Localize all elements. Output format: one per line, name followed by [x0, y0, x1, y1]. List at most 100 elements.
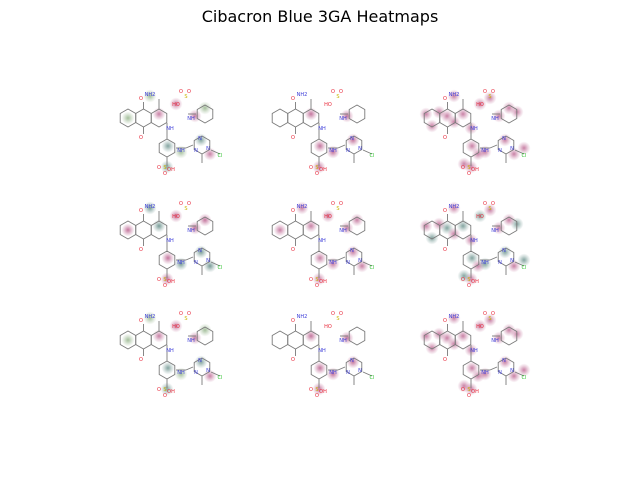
- molecule-skeleton: [119, 99, 221, 166]
- atom-label: O: [291, 208, 295, 214]
- atom-label: S: [184, 316, 187, 322]
- atom-label: O: [179, 201, 183, 207]
- atom-label: N: [206, 368, 210, 374]
- atom-label: O: [179, 89, 183, 95]
- atom-label: N: [346, 148, 350, 154]
- atom-label: HO: [324, 214, 332, 220]
- atom-label: N: [346, 370, 350, 376]
- atom-label: O: [443, 357, 447, 363]
- atom-label: HO: [476, 324, 484, 330]
- heat-blob: [498, 355, 512, 369]
- atom-label: N: [206, 258, 210, 264]
- atom-label: NH: [329, 370, 337, 376]
- atom-label: NH: [339, 228, 347, 234]
- heat-blob: [169, 209, 183, 223]
- heat-blob: [498, 133, 512, 147]
- heat-blob: [498, 245, 512, 259]
- figure-title: Cibacron Blue 3GA Heatmaps: [201, 7, 439, 26]
- atom-label: O: [187, 311, 191, 317]
- atom-label: N: [194, 370, 198, 376]
- atom-label: S: [163, 387, 166, 393]
- atom-label: N: [498, 148, 502, 154]
- atom-label: O: [291, 357, 295, 363]
- heat-blob: [321, 209, 335, 223]
- heatmap-panel: NH2 O O S O O HO NH NH N N N Cl NH S O OH O: [110, 290, 240, 400]
- atom-label: O: [291, 247, 295, 253]
- atom-label: O: [139, 318, 143, 324]
- atom-label: O: [443, 318, 447, 324]
- atom-label: S: [467, 165, 470, 171]
- atom-label: OH: [167, 167, 175, 173]
- heat-blob: [169, 97, 183, 111]
- heatmap-panel: NH2 O O S O O HO NH NH N N N Cl NH S O OH O: [262, 180, 392, 290]
- atom-label: O: [467, 393, 471, 399]
- atom-label: N: [198, 358, 202, 364]
- atom-label: HO: [476, 214, 484, 220]
- heat-blob: [160, 272, 174, 286]
- atom-label: S: [184, 206, 187, 212]
- heat-blob: [312, 382, 326, 396]
- heat-blob: [483, 313, 497, 327]
- atom-label: N: [198, 248, 202, 254]
- atom-label: Cl: [218, 153, 223, 159]
- atom-label: O: [187, 201, 191, 207]
- atom-label: S: [488, 206, 491, 212]
- heat-blob: [473, 319, 487, 333]
- atom-label: NH: [491, 116, 499, 122]
- heat-blob: [346, 245, 360, 259]
- atom-label: S: [467, 387, 470, 393]
- atom-label: N: [350, 248, 354, 254]
- heat-blob: [425, 341, 439, 355]
- atom-label: O: [461, 165, 465, 171]
- heat-blob: [121, 223, 135, 237]
- heat-blob: [457, 269, 471, 283]
- atom-label: NH: [491, 228, 499, 234]
- heatmap-panel: NH2 O O S O O HO NH NH N N N Cl NH S O OH O: [262, 68, 392, 178]
- atom-label: NH: [318, 348, 326, 354]
- atom-label: N: [510, 258, 514, 264]
- atom-label: NH2: [297, 92, 308, 98]
- atom-label: N: [346, 260, 350, 266]
- heat-blob: [517, 363, 531, 377]
- molecule-skeleton: [271, 99, 373, 166]
- atom-label: N: [206, 146, 210, 152]
- heatmap-panel: NH2 O O S O O HO NH NH N N N Cl NH S O OH O: [110, 68, 240, 178]
- heat-blob: [161, 361, 175, 375]
- heat-blob: [478, 257, 492, 271]
- atom-label: S: [184, 94, 187, 100]
- atom-label: NH: [187, 228, 195, 234]
- heat-blob: [447, 89, 461, 103]
- atom-label: O: [491, 201, 495, 207]
- heat-blob: [121, 111, 135, 125]
- atom-label: OH: [471, 167, 479, 173]
- heat-blob: [198, 323, 212, 337]
- atom-label: NH: [177, 370, 185, 376]
- molecule-skeleton: [119, 211, 221, 278]
- heat-blob: [143, 311, 157, 325]
- atom-label: O: [315, 171, 319, 177]
- heat-blob: [169, 319, 183, 333]
- atom-label: NH: [339, 116, 347, 122]
- atom-label: O: [139, 357, 143, 363]
- heat-blob: [143, 89, 157, 103]
- atom-label: NH: [339, 338, 347, 344]
- atom-label: N: [502, 248, 506, 254]
- heat-blob: [478, 367, 492, 381]
- heatmap-panel: NH2 O O S O O HO NH NH N N N Cl NH S O OH O: [414, 68, 544, 178]
- atom-label: O: [139, 247, 143, 253]
- heat-blob: [457, 379, 471, 393]
- atom-label: O: [163, 283, 167, 289]
- atom-label: OH: [319, 279, 327, 285]
- heat-blob: [295, 201, 309, 215]
- atom-label: N: [498, 260, 502, 266]
- atom-label: OH: [167, 389, 175, 395]
- atom-label: S: [315, 165, 318, 171]
- atom-label: OH: [319, 167, 327, 173]
- atom-label: O: [461, 277, 465, 283]
- atom-label: N: [358, 146, 362, 152]
- atom-label: O: [309, 165, 313, 171]
